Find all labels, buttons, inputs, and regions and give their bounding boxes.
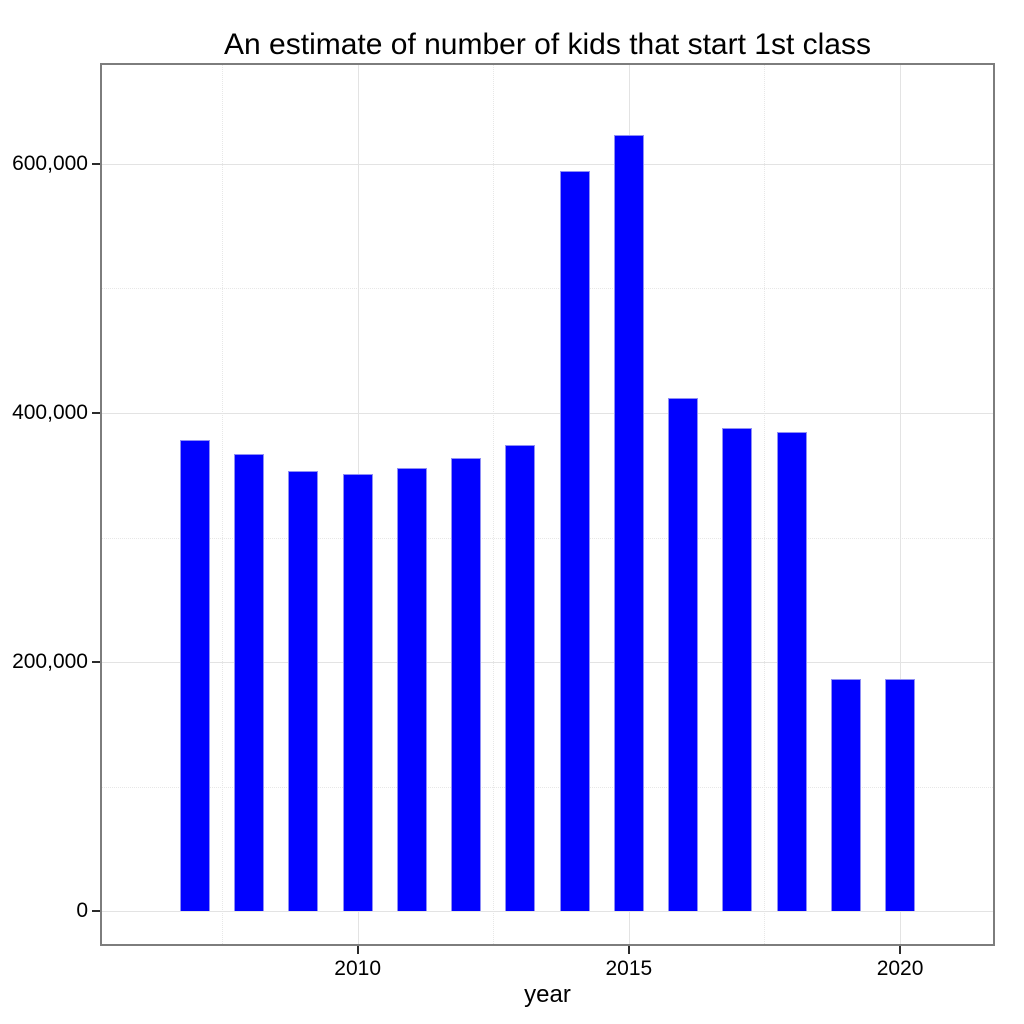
- y-major-gridline: [102, 163, 993, 165]
- bar-2020: [885, 679, 915, 912]
- plot-panel: [100, 63, 995, 946]
- x-tick-label-1: 2015: [605, 957, 653, 980]
- bar-2013: [505, 445, 536, 912]
- bar-2014: [559, 171, 590, 912]
- y-axis-tick: [92, 910, 100, 913]
- y-axis-tick: [92, 411, 100, 414]
- x-axis-tick: [627, 946, 630, 954]
- y-minor-gridline: [102, 537, 993, 540]
- x-tick-label-0: 2010: [334, 957, 381, 980]
- bar-2009: [288, 471, 319, 912]
- bar-2012: [451, 457, 482, 912]
- y-axis-tick: [92, 661, 100, 664]
- x-axis-title: year: [524, 981, 571, 1008]
- y-tick-label-0: 0: [76, 899, 88, 923]
- bar-2016: [668, 398, 699, 912]
- y-axis-tick: [92, 162, 100, 165]
- x-major-gridline: [900, 65, 902, 944]
- x-axis-tick: [356, 946, 359, 954]
- y-major-gridline: [102, 412, 993, 414]
- y-minor-gridline: [102, 786, 993, 789]
- bar-2019: [830, 679, 861, 912]
- y-major-gridline: [102, 911, 993, 913]
- bar-2008: [234, 454, 265, 912]
- chart-title: An estimate of number of kids that start…: [224, 28, 871, 61]
- x-axis-tick: [899, 946, 902, 954]
- bar-2015: [613, 135, 644, 912]
- y-major-gridline: [102, 662, 993, 664]
- y-tick-label-1: 200,000: [12, 650, 88, 674]
- y-minor-gridline: [102, 288, 993, 290]
- y-tick-label-3: 600,000: [12, 151, 88, 175]
- bar-2007: [180, 440, 210, 912]
- y-tick-label-2: 400,000: [12, 400, 88, 424]
- x-minor-gridline: [764, 65, 766, 944]
- bar-2018: [776, 431, 807, 912]
- bar-2017: [722, 427, 753, 912]
- x-minor-gridline: [493, 65, 495, 944]
- bar-2011: [396, 467, 427, 912]
- bar-2010: [342, 473, 373, 912]
- x-tick-label-2: 2020: [876, 957, 924, 980]
- x-minor-gridline: [222, 65, 224, 944]
